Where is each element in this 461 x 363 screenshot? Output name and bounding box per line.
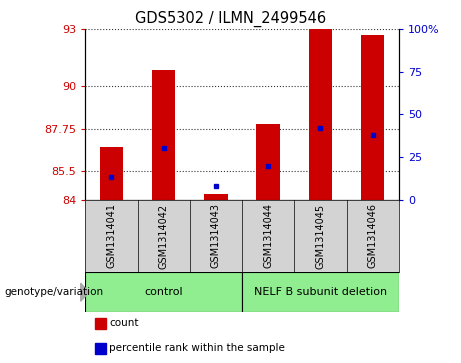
Text: control: control [144, 287, 183, 297]
Bar [308, 29, 332, 200]
Text: GSM1314044: GSM1314044 [263, 203, 273, 269]
Text: GSM1314043: GSM1314043 [211, 203, 221, 269]
Text: GSM1314042: GSM1314042 [159, 203, 169, 269]
Text: count: count [109, 318, 139, 328]
Text: GSM1314045: GSM1314045 [315, 203, 325, 269]
Polygon shape [81, 283, 89, 301]
Text: GDS5302 / ILMN_2499546: GDS5302 / ILMN_2499546 [135, 11, 326, 27]
Text: genotype/variation: genotype/variation [5, 287, 104, 297]
Bar [152, 70, 175, 200]
Text: percentile rank within the sample: percentile rank within the sample [109, 343, 285, 354]
Text: NELF B subunit deletion: NELF B subunit deletion [254, 287, 387, 297]
FancyBboxPatch shape [85, 272, 242, 312]
Text: GSM1314046: GSM1314046 [367, 203, 378, 269]
Bar [256, 124, 280, 200]
FancyBboxPatch shape [242, 272, 399, 312]
Bar [100, 147, 123, 200]
Bar [361, 35, 384, 200]
Bar [204, 194, 228, 200]
Text: GSM1314041: GSM1314041 [106, 203, 117, 269]
